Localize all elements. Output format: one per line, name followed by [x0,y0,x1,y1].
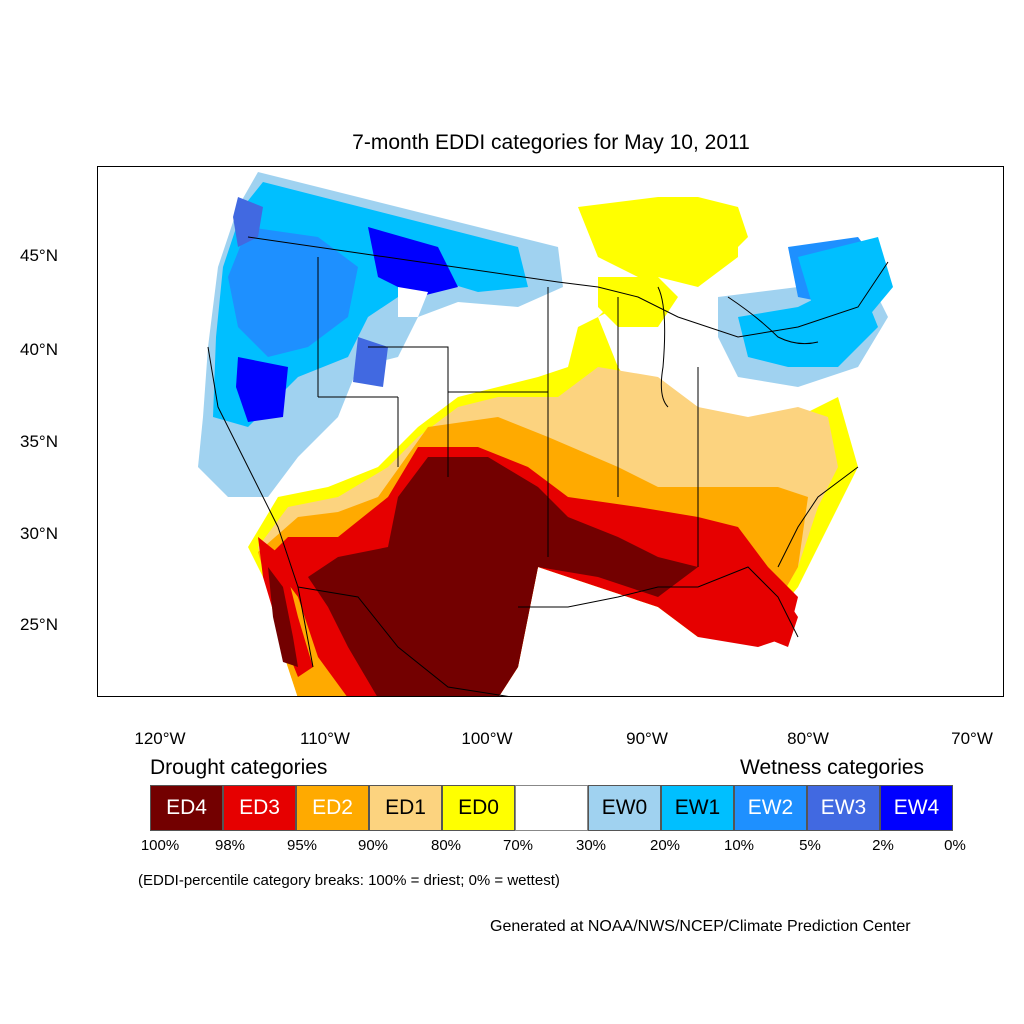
lat-label-40: 40°N [20,340,58,359]
pct-30: 30% [575,837,607,854]
pct-80: 80% [430,837,462,854]
legend-ed3: ED3 [223,785,296,831]
drought-heading: Drought categories [150,756,328,779]
legend-ew4: EW4 [880,785,953,831]
legend-ed4: ED4 [150,785,223,831]
legend-ed1: ED1 [369,785,442,831]
lon-label-80: 80°W [787,729,829,748]
lat-label-25: 25°N [20,615,58,634]
pct-2: 2% [872,837,894,854]
legend-ew3: EW3 [807,785,880,831]
lon-label-70: 70°W [951,729,993,748]
pct-70: 70% [502,837,534,854]
legend-normal [515,785,588,831]
pct-95: 95% [286,837,318,854]
lon-label-90: 90°W [626,729,668,748]
credit-line: Generated at NOAA/NWS/NCEP/Climate Predi… [490,918,911,935]
pct-100: 100% [140,837,180,854]
legend-ew2: EW2 [734,785,807,831]
pct-98: 98% [214,837,246,854]
legend-ed2: ED2 [296,785,369,831]
pct-90: 90% [357,837,389,854]
wetness-regions [198,172,893,497]
category-legend: ED4 ED3 ED2 ED1 ED0 EW0 EW1 EW2 EW3 EW4 [150,785,953,831]
lon-label-100: 100°W [461,729,513,748]
pct-5: 5% [799,837,821,854]
boundaries [207,236,889,696]
legend-ew0: EW0 [588,785,661,831]
pct-10: 10% [723,837,755,854]
eddi-map-graphic [198,172,893,696]
legend-note: (EDDI-percentile category breaks: 100% =… [138,872,560,889]
map-title: 7-month EDDI categories for May 10, 2011 [352,131,750,154]
lon-label-110: 110°W [300,729,350,748]
lat-label-35: 35°N [20,432,58,451]
legend-ew1: EW1 [661,785,734,831]
lon-label-120: 120°W [134,729,186,748]
eddi-map [97,166,1004,697]
pct-20: 20% [649,837,681,854]
legend-ed0: ED0 [442,785,515,831]
lat-label-30: 30°N [20,524,58,543]
pct-0: 0% [944,837,966,854]
lat-label-45: 45°N [20,246,58,265]
wetness-heading: Wetness categories [740,756,925,779]
